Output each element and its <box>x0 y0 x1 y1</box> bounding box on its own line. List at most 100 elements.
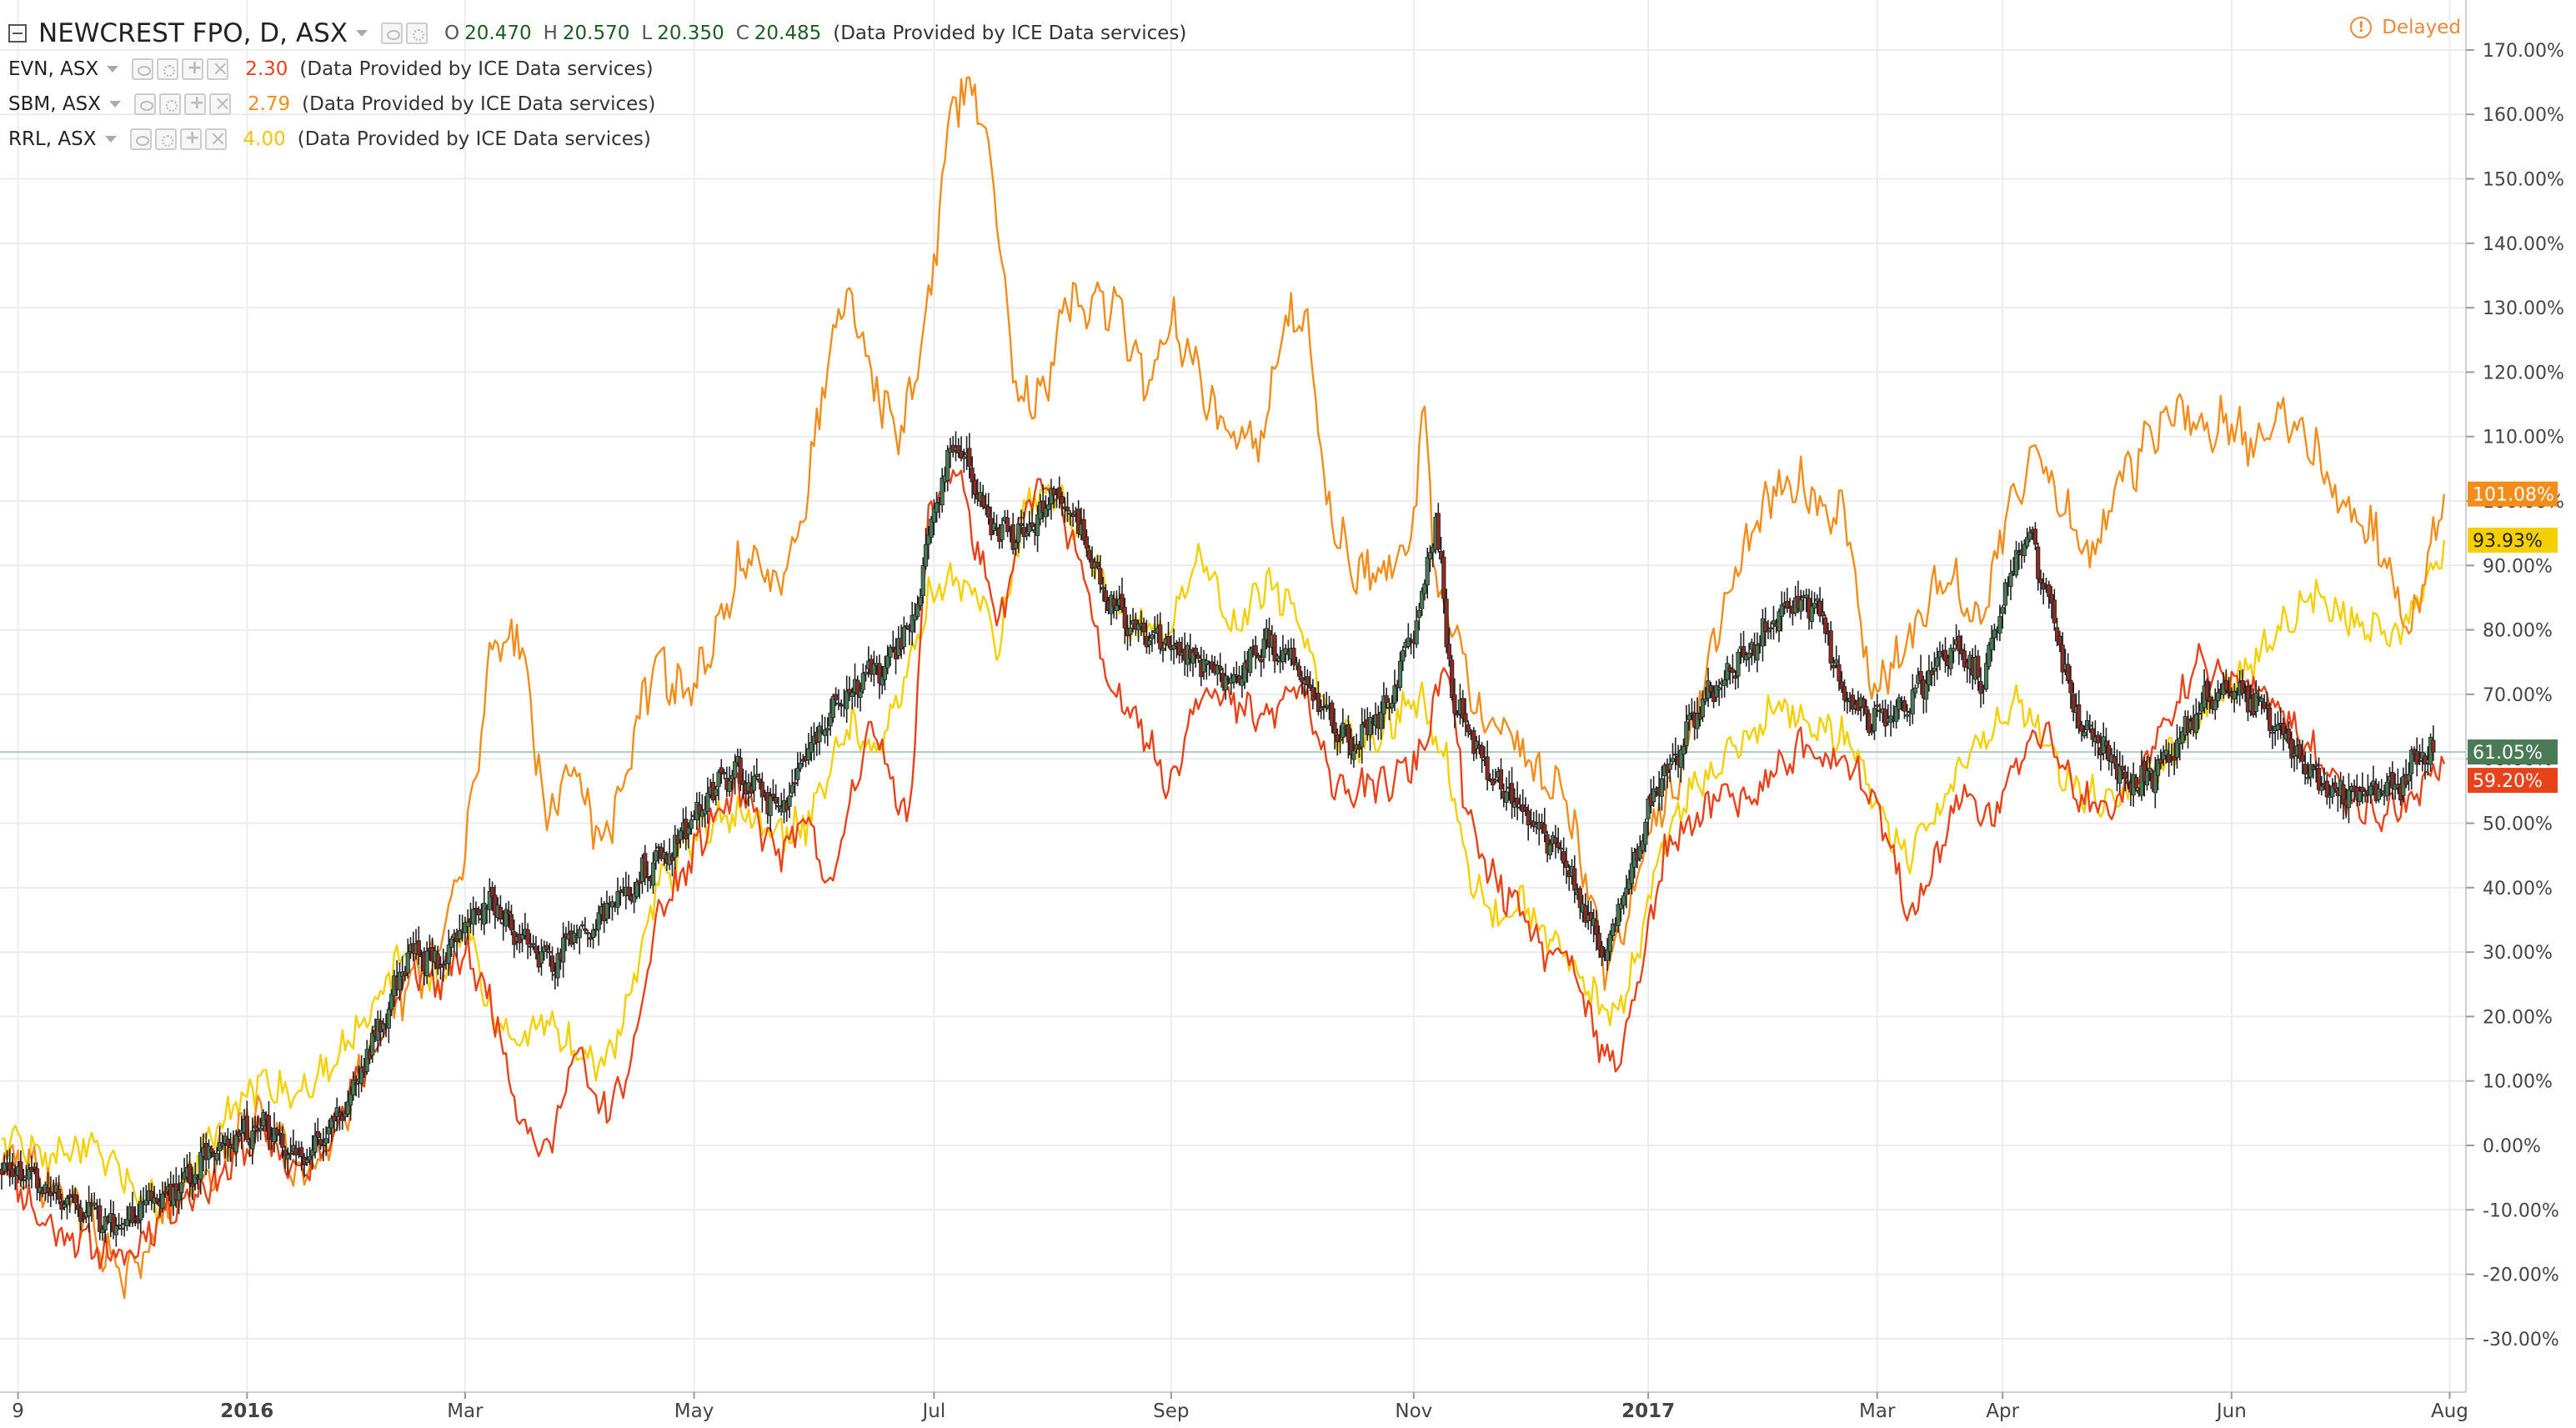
candle-body <box>1248 649 1253 674</box>
candle-body <box>1760 618 1766 647</box>
gear-icon[interactable] <box>157 58 179 80</box>
legend-symbol-sbm[interactable]: SBM, ASX <box>8 93 101 115</box>
plus-icon[interactable] <box>182 58 204 80</box>
candle <box>1951 637 1956 664</box>
legend-symbol-evn[interactable]: EVN, ASX <box>8 58 99 80</box>
candle-body <box>1204 660 1209 665</box>
candle <box>847 676 852 702</box>
candle <box>863 664 869 682</box>
candle-body <box>2268 707 2273 731</box>
eye-icon[interactable] <box>381 23 403 44</box>
candle-body <box>1016 524 1021 543</box>
candle-body <box>2341 784 2346 804</box>
plus-icon[interactable] <box>183 93 206 115</box>
y-axis[interactable]: 170.00% 160.00% 150.00% 140.00% 130.00% 120.0… <box>2465 0 2564 1392</box>
candle <box>1771 605 1777 640</box>
candle-body <box>1381 695 1386 714</box>
candle-body <box>637 879 642 884</box>
candle-body <box>721 772 727 774</box>
candle <box>1875 694 1880 718</box>
candle-body <box>860 673 865 690</box>
candle <box>143 1185 148 1214</box>
x-axis[interactable]: 9 2016 Mar May Jul Sep Nov 2017 Mar Apr Jun Aug <box>0 1391 2468 1422</box>
candle-body <box>73 1194 78 1204</box>
x-tick-label: 2016 <box>220 1400 273 1422</box>
legend-main-buttons <box>381 23 431 44</box>
candle <box>849 687 854 709</box>
candle-body <box>1686 714 1691 720</box>
candle <box>1673 737 1678 770</box>
candle <box>250 1117 255 1165</box>
candle-body <box>1397 660 1403 688</box>
candle-body <box>967 448 972 467</box>
candle <box>1659 765 1665 811</box>
candle-body <box>2379 790 2384 793</box>
collapse-legend-icon[interactable] <box>8 24 27 43</box>
candle-body <box>1024 532 1030 537</box>
candle-body <box>2125 781 2131 784</box>
candle-body <box>1875 704 1880 707</box>
eye-icon[interactable] <box>132 58 154 80</box>
candle-body <box>465 921 470 927</box>
chevron-down-icon[interactable] <box>356 30 368 37</box>
legend-source-sbm: (Data Provided by ICE Data services) <box>302 93 656 115</box>
close-icon[interactable] <box>207 57 228 80</box>
gear-icon[interactable] <box>406 23 428 44</box>
chevron-down-icon[interactable] <box>108 101 121 108</box>
series-line-sbm[interactable] <box>0 76 2446 1300</box>
chevron-down-icon[interactable] <box>104 136 117 143</box>
main-symbol-title[interactable]: NEWCREST FPO, D, ASX <box>38 18 348 48</box>
candle <box>111 1200 116 1240</box>
candle <box>1678 744 1683 783</box>
close-icon[interactable] <box>208 92 231 115</box>
candle <box>2256 685 2262 706</box>
candle <box>1259 649 1264 678</box>
candle <box>103 1208 108 1243</box>
candle-body <box>2027 532 2032 540</box>
candle <box>1686 704 1691 731</box>
legend-symbol-rrl[interactable]: RRL, ASX <box>8 128 97 150</box>
candle-body <box>138 1200 143 1220</box>
candle-body <box>1275 655 1280 660</box>
candle <box>160 1181 165 1213</box>
candle <box>844 675 849 724</box>
candle-body <box>2289 738 2294 759</box>
candle <box>1379 701 1384 740</box>
candle-body <box>1060 496 1065 504</box>
candle <box>583 917 588 934</box>
candle-body <box>509 914 514 931</box>
gear-icon[interactable] <box>154 128 177 150</box>
candle <box>2341 775 2346 820</box>
candle-body <box>1141 622 1146 633</box>
candle-body <box>441 963 446 966</box>
x-tick-label: 2017 <box>1621 1400 1675 1422</box>
candle <box>956 438 961 458</box>
candle-body <box>1335 734 1340 743</box>
candle-body <box>1165 636 1171 646</box>
chevron-down-icon[interactable] <box>107 66 119 73</box>
candle-body <box>1722 679 1727 686</box>
candle-body <box>686 827 691 835</box>
eye-icon[interactable] <box>129 128 152 150</box>
eye-icon[interactable] <box>133 93 156 115</box>
candle-body <box>1150 634 1155 639</box>
candle <box>2264 691 2269 720</box>
candle <box>2215 679 2221 709</box>
candle <box>1024 523 1030 541</box>
plus-icon[interactable] <box>179 128 202 150</box>
candle <box>2270 725 2275 749</box>
candle <box>1553 824 1558 859</box>
candle <box>2313 760 2318 783</box>
candle-body <box>2371 780 2376 787</box>
candle-body <box>2324 780 2329 798</box>
candle <box>1392 669 1397 712</box>
close-icon[interactable] <box>204 127 227 150</box>
candle-body <box>446 944 451 964</box>
candle <box>918 589 923 611</box>
candle <box>1341 708 1346 744</box>
candle-body <box>830 696 835 719</box>
candle <box>1768 621 1773 639</box>
delayed-indicator[interactable]: ! Delayed <box>2350 17 2461 38</box>
candle <box>2133 774 2139 792</box>
gear-icon[interactable] <box>158 93 181 115</box>
